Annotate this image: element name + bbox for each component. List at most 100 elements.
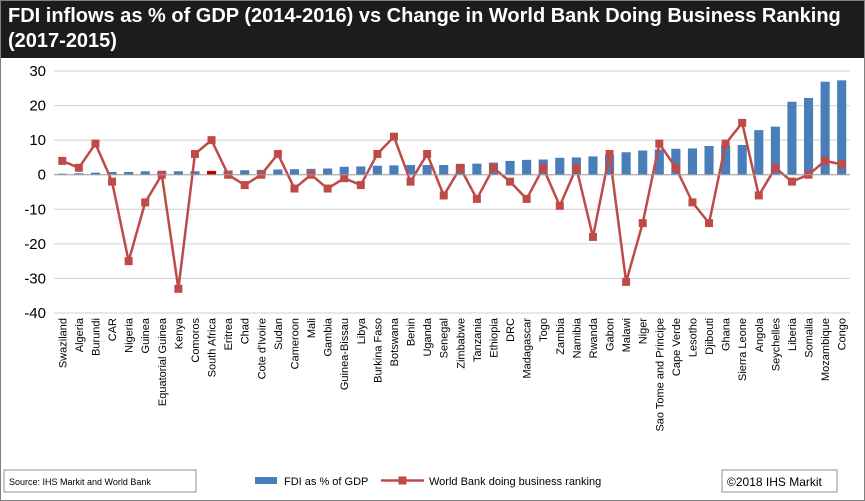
ranking-point-drc (506, 177, 515, 186)
bar-lesotho (687, 148, 698, 175)
x-tick-label: DRC (505, 318, 517, 342)
x-tick-label: Comoros (190, 318, 202, 363)
x-tick-label: Nigeria (124, 317, 136, 353)
y-tick-label: 0 (38, 167, 46, 184)
bar-mozambique (820, 81, 830, 175)
y-tick-label: 10 (29, 132, 46, 149)
legend-swatch-fdi (255, 477, 277, 484)
bar-seychelles (770, 126, 780, 175)
ranking-point-gambia (323, 184, 332, 193)
x-tick-label: Cameroon (289, 318, 301, 369)
x-tick-label: Cape Verde (671, 318, 683, 376)
bar-djibouti (704, 146, 714, 175)
ranking-point-madagascar (522, 194, 531, 203)
bar-botswana (389, 165, 399, 175)
line-layer (58, 118, 846, 293)
x-tick-label: Equatorial Guinea (157, 317, 169, 406)
ranking-point-zambia (555, 201, 564, 210)
bar-congo (837, 80, 847, 175)
x-tick-label: Eritrea (223, 317, 235, 350)
x-tick-label: Algeria (74, 317, 86, 352)
ranking-point-nigeria (124, 257, 133, 266)
ranking-point-uganda (423, 149, 432, 158)
bar-zambia (555, 157, 565, 175)
legend-label-ranking: World Bank doing business ranking (429, 476, 601, 488)
ranking-point-sao-tome-and-principe (655, 139, 664, 148)
x-tick-label: Madagascar (522, 318, 534, 379)
x-tick-label: Lesotho (687, 318, 699, 357)
x-tick-label: Guinea-Bissau (339, 318, 351, 390)
x-tick-label: Botswana (389, 317, 401, 366)
bar-sao-tome-and-principe (654, 149, 664, 175)
x-tick-label: Somalia (804, 317, 816, 358)
ranking-point-ethiopia (489, 163, 498, 172)
ranking-point-comoros (190, 149, 199, 158)
bar-tanzania (472, 163, 482, 175)
bar-somalia (803, 97, 814, 175)
x-tick-label: Togo (538, 318, 550, 342)
ranking-line (61, 121, 842, 291)
chart-title: FDI inflows as % of GDP (2014-2016) vs C… (8, 5, 841, 52)
y-tick-label: 20 (29, 98, 46, 115)
title-bar: FDI inflows as % of GDP (2014-2016) vs C… (0, 0, 865, 58)
ranking-point-swaziland (58, 156, 67, 165)
x-tick-label: Zambia (555, 317, 567, 355)
ranking-point-seychelles (771, 163, 780, 172)
x-tick-label: Cote d'Ivoire (256, 318, 268, 379)
ranking-point-malawi (622, 277, 631, 286)
x-tick-label: Burundi (90, 318, 102, 356)
x-tick-label: Senegal (439, 318, 451, 358)
bar-uganda (422, 165, 432, 175)
y-tick-label: -20 (24, 236, 46, 253)
bar-drc (505, 160, 515, 175)
bar-niger (638, 150, 648, 175)
legend: Source: IHS Markit and World Bank FDI as… (3, 469, 838, 493)
bar-libya (356, 166, 366, 175)
x-tick-label: South Africa (207, 317, 219, 377)
bar-madagascar (522, 159, 532, 175)
ranking-point-guinea-bissau (340, 174, 349, 183)
bar-south-africa (206, 170, 217, 175)
ranking-point-cameroon (290, 184, 299, 193)
ranking-point-chad (240, 181, 249, 190)
ranking-point-sudan (273, 149, 282, 158)
ranking-point-botswana (389, 132, 398, 141)
bar-liberia (787, 101, 797, 175)
ranking-point-namibia (572, 163, 581, 172)
ranking-point-liberia (787, 177, 796, 186)
bar-cape-verde (671, 148, 681, 175)
bar-sierra-leone (737, 144, 747, 175)
x-tick-label: Malawi (621, 318, 633, 352)
ranking-point-libya (356, 181, 365, 190)
x-tick-label: Uganda (422, 317, 434, 356)
bar-kenya (173, 171, 183, 175)
bar-malawi (621, 152, 631, 175)
ranking-point-togo (539, 163, 548, 172)
grid-layer (54, 70, 850, 314)
x-tick-label: Djibouti (704, 318, 716, 355)
ranking-point-burkina-faso (373, 149, 382, 158)
ranking-point-kenya (174, 284, 183, 293)
ranking-point-car (108, 177, 117, 186)
ranking-point-congo (837, 160, 846, 169)
x-tick-label: Tanzania (472, 317, 484, 362)
source-note: Source: IHS Markit and World Bank (9, 477, 151, 487)
bar-car (107, 171, 117, 175)
x-tick-label: CAR (107, 318, 119, 341)
ranking-point-algeria (74, 163, 83, 172)
x-tick-label: Namibia (571, 317, 583, 358)
x-tick-label: Chad (240, 318, 252, 344)
ranking-point-cape-verde (671, 163, 680, 172)
x-tick-label: Niger (638, 318, 650, 345)
x-tick-label: Mozambique (820, 318, 832, 381)
ranking-point-mozambique (821, 156, 830, 165)
ranking-point-burundi (91, 139, 100, 148)
bar-comoros (190, 171, 200, 175)
x-tick-label: Gambia (323, 317, 335, 356)
ranking-point-sierra-leone (738, 118, 747, 127)
bar-guinea-bissau (339, 166, 349, 175)
bar-layer (57, 80, 847, 175)
ranking-point-djibouti (705, 219, 714, 228)
copyright-box (721, 469, 838, 493)
